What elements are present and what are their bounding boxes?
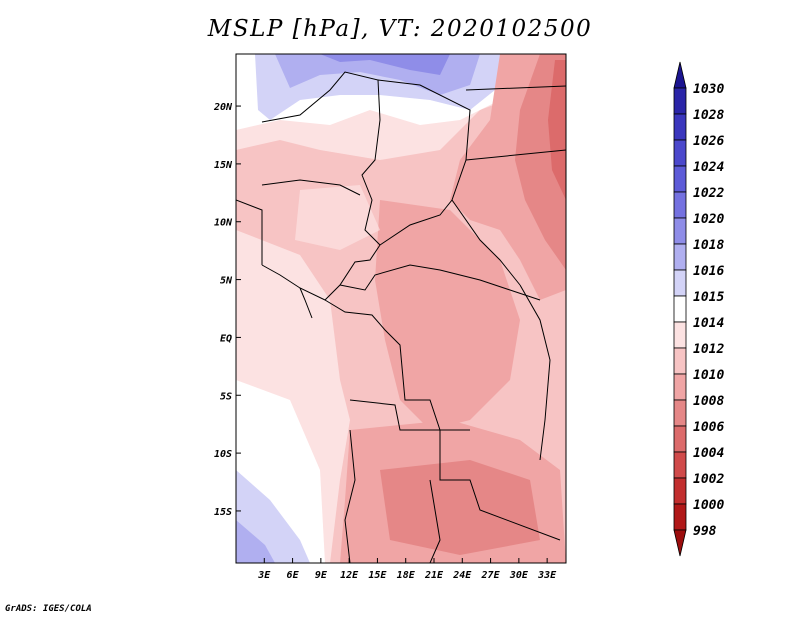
lat-tick-label: 5S	[220, 391, 232, 402]
colorbar-swatch	[673, 113, 687, 141]
lon-tick-label: 12E	[340, 570, 359, 581]
colorbar-swatch	[673, 451, 687, 479]
colorbar-swatch	[673, 477, 687, 505]
lat-tick-label: 10S	[214, 449, 232, 460]
colorbar-swatch	[673, 321, 687, 349]
colorbar-level-label: 1012	[693, 342, 724, 357]
colorbar-swatch	[673, 425, 687, 453]
lon-tick-label: 33E	[537, 570, 557, 581]
colorbar-level-label: 1008	[693, 394, 724, 409]
colorbar-level-label: 1030	[693, 82, 724, 97]
lat-tick-label: 20N	[213, 102, 233, 113]
lat-tick-label: 15S	[214, 507, 232, 518]
colorbar-level-label: 1024	[693, 160, 724, 175]
grads-credit: GrADS: IGES/COLA	[5, 604, 92, 614]
colorbar-level-label: 1006	[693, 420, 724, 435]
colorbar-swatch	[673, 243, 687, 271]
lon-tick-label: 6E	[287, 570, 300, 581]
colorbar: 1030 1028 1026 1024 1022 1020 1018 1016 1015 1014…	[673, 61, 724, 557]
lon-tick-label: 30E	[509, 570, 529, 581]
colorbar-level-label: 1004	[693, 446, 724, 461]
lon-tick-label: 27E	[481, 570, 501, 581]
lon-tick-label: 3E	[257, 570, 271, 581]
colorbar-level-label: 1002	[693, 472, 724, 487]
colorbar-level-label: 1028	[693, 108, 724, 123]
lat-tick-label: 10N	[214, 218, 233, 229]
colorbar-level-label: 998	[693, 524, 717, 539]
map-frame	[235, 53, 567, 564]
colorbar-swatch	[673, 503, 687, 531]
lon-tick-label: 21E	[424, 570, 444, 581]
colorbar-swatch	[673, 217, 687, 245]
lon-tick-label: 9E	[315, 570, 328, 581]
lat-tick-label: EQ	[220, 333, 232, 344]
colorbar-swatch	[673, 399, 687, 427]
lat-tick-label: 5N	[220, 276, 233, 287]
colorbar-level-label: 1016	[693, 264, 724, 279]
colorbar-top-arrow	[673, 61, 687, 89]
colorbar-swatch	[673, 87, 687, 115]
colorbar-level-label: 1010	[693, 368, 724, 383]
colorbar-level-label: 1020	[693, 212, 724, 227]
colorbar-swatch	[673, 373, 687, 401]
lon-tick-label: 24E	[452, 570, 472, 581]
country-borders	[236, 71, 566, 563]
colorbar-swatch	[673, 347, 687, 375]
colorbar-swatch	[673, 139, 687, 167]
colorbar-swatch	[673, 295, 687, 323]
axis-ticks: 3E 6E 9E 12E 15E 18E 21E 24E 27E 30E 33E 20N 15N 10N 5…	[213, 102, 557, 581]
lon-tick-label: 18E	[397, 570, 416, 581]
pressure-field	[236, 54, 566, 563]
lon-tick-label: 15E	[368, 570, 387, 581]
map-title: MSLP [hPa], VT: 2020102500	[207, 16, 593, 42]
lat-tick-label: 15N	[214, 160, 233, 171]
colorbar-level-label: 1015	[693, 290, 724, 305]
colorbar-level-label: 1018	[693, 238, 724, 253]
colorbar-level-label: 1000	[693, 498, 724, 513]
colorbar-swatch	[673, 191, 687, 219]
colorbar-level-label: 1026	[693, 134, 724, 149]
colorbar-swatch	[673, 269, 687, 297]
colorbar-level-label: 1022	[693, 186, 724, 201]
colorbar-swatch	[673, 165, 687, 193]
colorbar-bottom-arrow	[673, 529, 687, 557]
colorbar-level-label: 1014	[693, 316, 724, 331]
